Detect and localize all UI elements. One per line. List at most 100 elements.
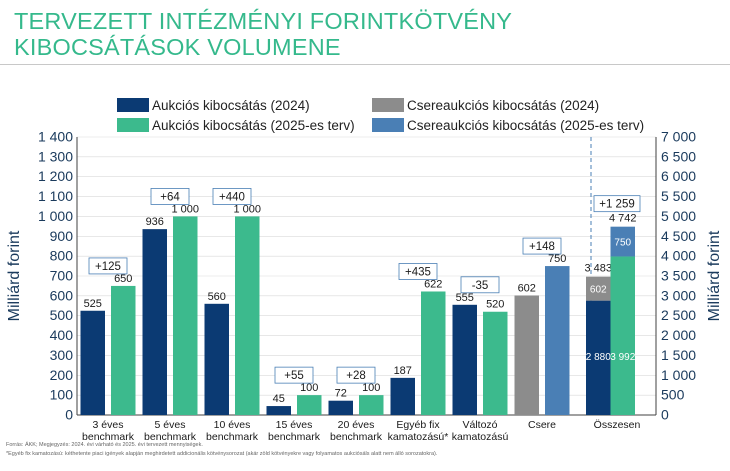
- source-footnote: Forrás: ÁKK; Megjegyzés: 2024. évi várha…: [6, 442, 203, 448]
- y-tick-label: 1 000: [38, 208, 73, 224]
- bar: [483, 311, 508, 415]
- data-label: 525: [84, 298, 102, 310]
- data-label: 602: [518, 282, 536, 294]
- y2-tick-label: 7 000: [661, 129, 696, 145]
- difference-label: +435: [405, 266, 431, 278]
- y-tick-label: 900: [50, 228, 74, 244]
- y2-tick-label: 0: [661, 407, 669, 423]
- x-tick-label: benchmark: [330, 431, 383, 443]
- bar: [266, 406, 291, 415]
- difference-label: +55: [284, 370, 304, 382]
- bar: [111, 285, 136, 415]
- data-label: 100: [300, 382, 318, 394]
- y2-tick-label: 2 000: [661, 327, 696, 343]
- legend-swatch: [117, 118, 149, 132]
- x-tick-label: 3 éves: [93, 419, 124, 431]
- segment-label: 3 992: [610, 352, 635, 363]
- difference-box: [522, 237, 562, 255]
- y2-tick-label: 2 500: [661, 307, 696, 323]
- difference-box: [88, 257, 128, 275]
- data-label: 936: [146, 216, 164, 228]
- segment-label: 602: [590, 285, 607, 296]
- bar: [359, 395, 384, 415]
- y2-tick-label: 4 000: [661, 248, 696, 264]
- legend-swatch: [117, 98, 149, 112]
- y2-tick-label: 500: [661, 387, 685, 403]
- difference-box: [212, 188, 252, 205]
- legend-swatch: [372, 118, 404, 132]
- legend-label: Aukciós kibocsátás (2025-es terv): [152, 118, 355, 133]
- bar: [173, 216, 198, 415]
- bar: [142, 229, 167, 415]
- difference-label: +64: [160, 191, 180, 203]
- y2-tick-label: 5 000: [661, 208, 696, 224]
- stacked-bar-segment: [610, 256, 635, 415]
- legend-label: Csereaukciós kibocsátás (2024): [407, 98, 599, 113]
- x-tick-label: 15 éves: [276, 419, 313, 431]
- y-axis-title: Milliárd forint: [6, 230, 23, 321]
- legend-swatch: [372, 98, 404, 112]
- bar: [204, 303, 229, 415]
- difference-label: +28: [346, 370, 366, 382]
- y2-tick-label: 3 500: [661, 268, 696, 284]
- page-title: TERVEZETT INTÉZMÉNYI FORINTKÖTVÉNY KIBOC…: [14, 8, 512, 60]
- y-tick-label: 0: [65, 407, 73, 423]
- stacked-bar-segment: [610, 226, 635, 257]
- x-tick-label: Csere: [528, 419, 556, 431]
- bar: [297, 395, 322, 415]
- difference-label: +125: [95, 261, 121, 273]
- x-tick-label: benchmark: [206, 431, 259, 443]
- title-underline: [0, 64, 730, 65]
- y2-tick-label: 1 500: [661, 347, 696, 363]
- bar: [80, 310, 105, 415]
- difference-label: +148: [529, 241, 555, 253]
- x-tick-label: Változó: [462, 419, 497, 431]
- data-label: 45: [273, 393, 285, 405]
- y2-tick-label: 4 500: [661, 228, 696, 244]
- y-tick-label: 300: [50, 347, 74, 363]
- x-tick-label: 20 éves: [338, 419, 375, 431]
- data-label: 187: [394, 365, 412, 377]
- y-tick-label: 1 100: [38, 188, 73, 204]
- data-label: 622: [424, 278, 442, 290]
- y-tick-label: 1 400: [38, 129, 73, 145]
- bar: [235, 216, 260, 415]
- y-tick-label: 1 200: [38, 168, 73, 184]
- legend-label: Csereaukciós kibocsátás (2025-es terv): [407, 118, 644, 133]
- difference-box: [150, 188, 190, 205]
- y2-tick-label: 1 000: [661, 367, 696, 383]
- total-label: 3 483: [584, 263, 612, 275]
- y-tick-label: 100: [50, 387, 74, 403]
- data-label: 650: [114, 273, 132, 285]
- difference-box: [593, 195, 641, 213]
- difference-box: [460, 276, 500, 294]
- total-label: 4 742: [609, 213, 637, 225]
- y-tick-label: 600: [50, 287, 74, 303]
- data-label: 750: [548, 253, 566, 265]
- difference-label: +1 259: [599, 199, 635, 211]
- stacked-bar-segment: [586, 300, 611, 415]
- y2-tick-label: 5 500: [661, 188, 696, 204]
- data-label: 1 000: [233, 203, 261, 215]
- y-tick-label: 1 300: [38, 148, 73, 164]
- bar: [514, 295, 539, 415]
- data-label: 100: [362, 382, 380, 394]
- x-tick-label: 10 éves: [214, 419, 251, 431]
- x-tick-label: benchmark: [268, 431, 321, 443]
- y-tick-label: 500: [50, 307, 74, 323]
- bar: [328, 400, 353, 415]
- difference-label: -35: [472, 280, 489, 292]
- x-tick-label: kamatozású*: [388, 431, 449, 443]
- x-tick-label: Összesen: [594, 419, 641, 431]
- y2-tick-label: 6 000: [661, 168, 696, 184]
- bar: [390, 377, 415, 415]
- y2-tick-label: 3 000: [661, 287, 696, 303]
- y-tick-label: 200: [50, 367, 74, 383]
- y2-tick-label: 6 500: [661, 148, 696, 164]
- difference-box: [336, 366, 376, 384]
- data-label: 520: [486, 299, 504, 311]
- y-tick-label: 400: [50, 327, 74, 343]
- y2-axis-title: Milliárd forint: [706, 230, 723, 321]
- x-tick-label: kamatozású: [452, 431, 509, 443]
